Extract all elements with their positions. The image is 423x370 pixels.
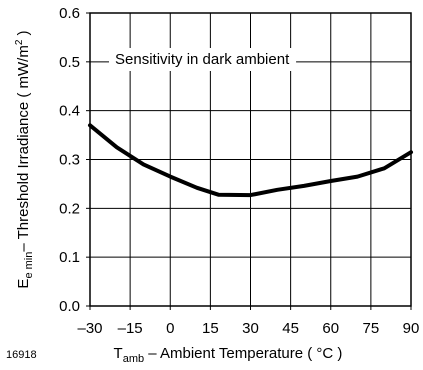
y-tick-label: 0.2 [59, 200, 80, 217]
figure-id: 16918 [6, 349, 37, 361]
x-axis-label-subscript: amb [123, 353, 144, 365]
y-tick-label: 0.0 [59, 298, 80, 315]
y-tick-label: 0.4 [59, 103, 80, 120]
x-tick-labels: –30 –15 0 15 30 45 60 75 90 [77, 320, 419, 337]
x-tick-label: 90 [403, 320, 420, 337]
annotation-background [109, 48, 297, 71]
y-axis-label-end: ) [15, 30, 32, 39]
x-tick-label: 15 [202, 320, 219, 337]
x-axis-label: Tamb – Ambient Temperature ( °C ) [114, 345, 343, 365]
series-line [88, 123, 413, 198]
y-axis-label-text: – Threshold Irradiance ( mW/m [15, 45, 32, 251]
y-tick-label: 0.1 [59, 249, 80, 266]
x-axis-label-symbol: T [114, 345, 123, 362]
x-tick-label: 30 [242, 320, 259, 337]
y-axis-label-symbol: E [15, 279, 32, 289]
y-tick-label: 0.5 [59, 54, 80, 71]
y-tick-labels: 0.0 0.1 0.2 0.3 0.4 0.5 0.6 [59, 5, 80, 315]
y-tick-label: 0.6 [59, 5, 80, 22]
x-axis-label-text: – Ambient Temperature ( °C ) [144, 345, 342, 362]
x-tick-label: –30 [77, 320, 102, 337]
x-tick-label: 0 [166, 320, 174, 337]
x-tick-label: 45 [282, 320, 299, 337]
y-axis-label-superscript: 2 [14, 39, 25, 45]
x-tick-label: 75 [363, 320, 380, 337]
y-tick-label: 0.3 [59, 152, 80, 169]
x-tick-label: –15 [118, 320, 143, 337]
y-axis-label: Ee min– Threshold Irradiance ( mW/m2 ) [14, 30, 35, 288]
x-tick-label: 60 [322, 320, 339, 337]
annotation-sensitivity-dark-ambient: Sensitivity in dark ambient [115, 51, 290, 68]
plot-frame [89, 12, 412, 307]
y-axis-label-subscript: e min [23, 252, 35, 279]
